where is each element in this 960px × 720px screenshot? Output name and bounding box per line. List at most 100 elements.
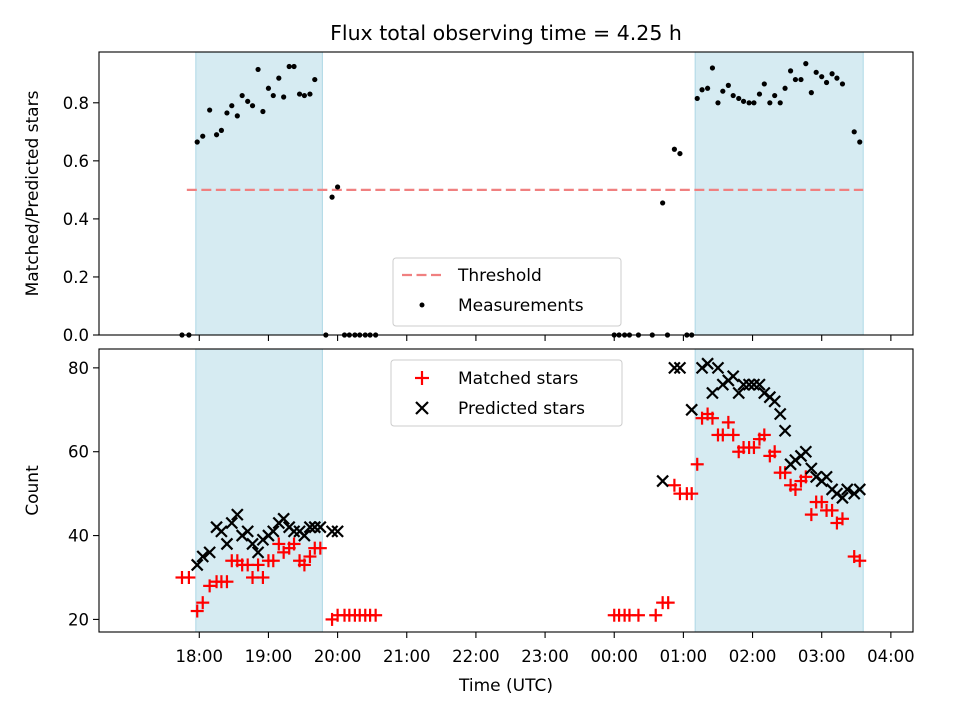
matched-star-point: [297, 558, 311, 572]
predicted-star-point: [277, 512, 290, 526]
predicted-star-point: [711, 361, 725, 375]
x-tick-label: 22:00: [452, 647, 500, 666]
measurement-point: [312, 76, 318, 83]
x-tick-label: 20:00: [314, 647, 362, 666]
measurement-point: [839, 81, 846, 87]
predicted-star-point: [220, 537, 234, 551]
measurement-point: [851, 129, 857, 135]
x-tick-label: 23:00: [521, 647, 569, 666]
legend-matched-label: Matched stars: [458, 369, 578, 389]
predicted-star-point: [668, 361, 681, 375]
predicted-star-point: [841, 483, 854, 496]
measurement-point: [249, 103, 256, 109]
matched-star-point: [190, 604, 204, 618]
legend-predicted-label: Predicted stars: [458, 399, 585, 419]
matched-star-point: [182, 570, 196, 584]
matched-star-point: [825, 503, 839, 517]
predicted-star-point: [196, 550, 210, 563]
matched-star-point: [667, 478, 681, 492]
bottom-legend: Matched stars Predicted stars: [390, 359, 623, 427]
predicted-star-point: [225, 516, 239, 530]
legend-measurements-label: Measurements: [458, 296, 584, 316]
measurement-point: [720, 88, 726, 94]
predicted-star-point: [246, 537, 259, 551]
matched-star-point: [721, 415, 735, 429]
measurement-points: [179, 61, 863, 338]
top-y-axis-label: Matched/Predicted stars: [23, 90, 43, 296]
y-tick-label: 0.0: [63, 326, 89, 345]
top-panel-frame: [98, 51, 914, 336]
measurement-point: [699, 87, 705, 93]
measurement-point: [746, 100, 752, 106]
measurement-point: [291, 63, 297, 70]
matched-star-point: [661, 596, 675, 610]
y-tick-label: 60: [68, 443, 89, 462]
predicted-star-point: [251, 546, 265, 559]
y-tick-label: 20: [68, 610, 89, 629]
x-tick-label: 00:00: [590, 647, 638, 666]
measurement-point: [751, 100, 757, 106]
chart-title: Flux total observing time = 4.25 h: [330, 21, 682, 45]
matched-star-point: [726, 428, 740, 442]
predicted-star-point: [298, 529, 311, 542]
measurement-point: [730, 92, 736, 99]
measurement-point: [224, 110, 230, 116]
predicted-star-point: [331, 525, 344, 538]
predicted-star-point: [287, 525, 301, 538]
matched-star-point: [788, 482, 802, 496]
matched-star-point: [685, 487, 699, 501]
predicted-star-point: [656, 474, 669, 488]
measurement-point: [857, 139, 863, 145]
y-tick-label: 0.6: [63, 152, 89, 171]
predicted-star-point: [753, 378, 766, 391]
x-tick-label: 03:00: [798, 647, 846, 666]
x-tick-label: 01:00: [660, 647, 708, 666]
y-tick-label: 0.4: [63, 210, 89, 229]
shaded-interval-1: [694, 51, 864, 336]
measurement-point: [286, 63, 292, 70]
matched-star-point: [768, 445, 782, 459]
y-tick-label: 80: [68, 359, 89, 378]
predicted-star-point: [215, 525, 228, 538]
predicted-star-point: [190, 558, 204, 572]
predicted-star-point: [706, 386, 719, 400]
count-points: [175, 357, 867, 626]
predicted-star-point: [836, 491, 849, 505]
top-panel: 0.00.20.40.60.8 Matched/Predicted stars …: [23, 51, 914, 345]
measurement-point: [281, 94, 287, 100]
measurement-point: [213, 132, 220, 138]
measurement-point: [255, 66, 261, 73]
predicted-star-point: [325, 525, 339, 538]
measurement-point: [756, 91, 763, 97]
predicted-star-point: [267, 525, 280, 538]
measurement-point: [276, 75, 282, 81]
predicted-star-point: [747, 378, 761, 391]
bottom-panel-x-ticks: 18:00 19:00 20:00 21:00 22:00 23:00 00:00 01:00…: [175, 632, 915, 666]
y-tick-label: 40: [68, 527, 89, 546]
measurement-point: [334, 184, 341, 190]
shaded-interval-0: [195, 51, 323, 336]
measurement-point: [704, 85, 711, 91]
matched-star-point: [835, 512, 849, 526]
measurement-point: [767, 100, 773, 106]
predicted-star-point: [685, 403, 698, 417]
measurement-point: [260, 108, 266, 115]
matched-star-point: [853, 554, 867, 568]
legend-measurements-swatch: [419, 302, 425, 308]
measurement-point: [761, 81, 767, 87]
bottom-panel-y-ticks: 20 40 60 80: [68, 359, 99, 629]
measurement-point: [792, 76, 799, 83]
matched-star-point: [313, 541, 327, 555]
legend-matched-swatch: [415, 371, 429, 385]
predicted-star-point: [308, 520, 322, 534]
measurement-point: [808, 90, 814, 96]
measurement-point: [234, 113, 240, 119]
matched-star-point: [815, 495, 829, 509]
matched-star-point: [251, 558, 265, 572]
measurement-point: [823, 79, 830, 86]
matched-star-point: [690, 457, 704, 471]
matched-star-point: [272, 537, 286, 551]
predicted-star-point: [701, 357, 714, 370]
top-panel-shading: [195, 51, 864, 336]
matched-star-point: [747, 441, 761, 455]
